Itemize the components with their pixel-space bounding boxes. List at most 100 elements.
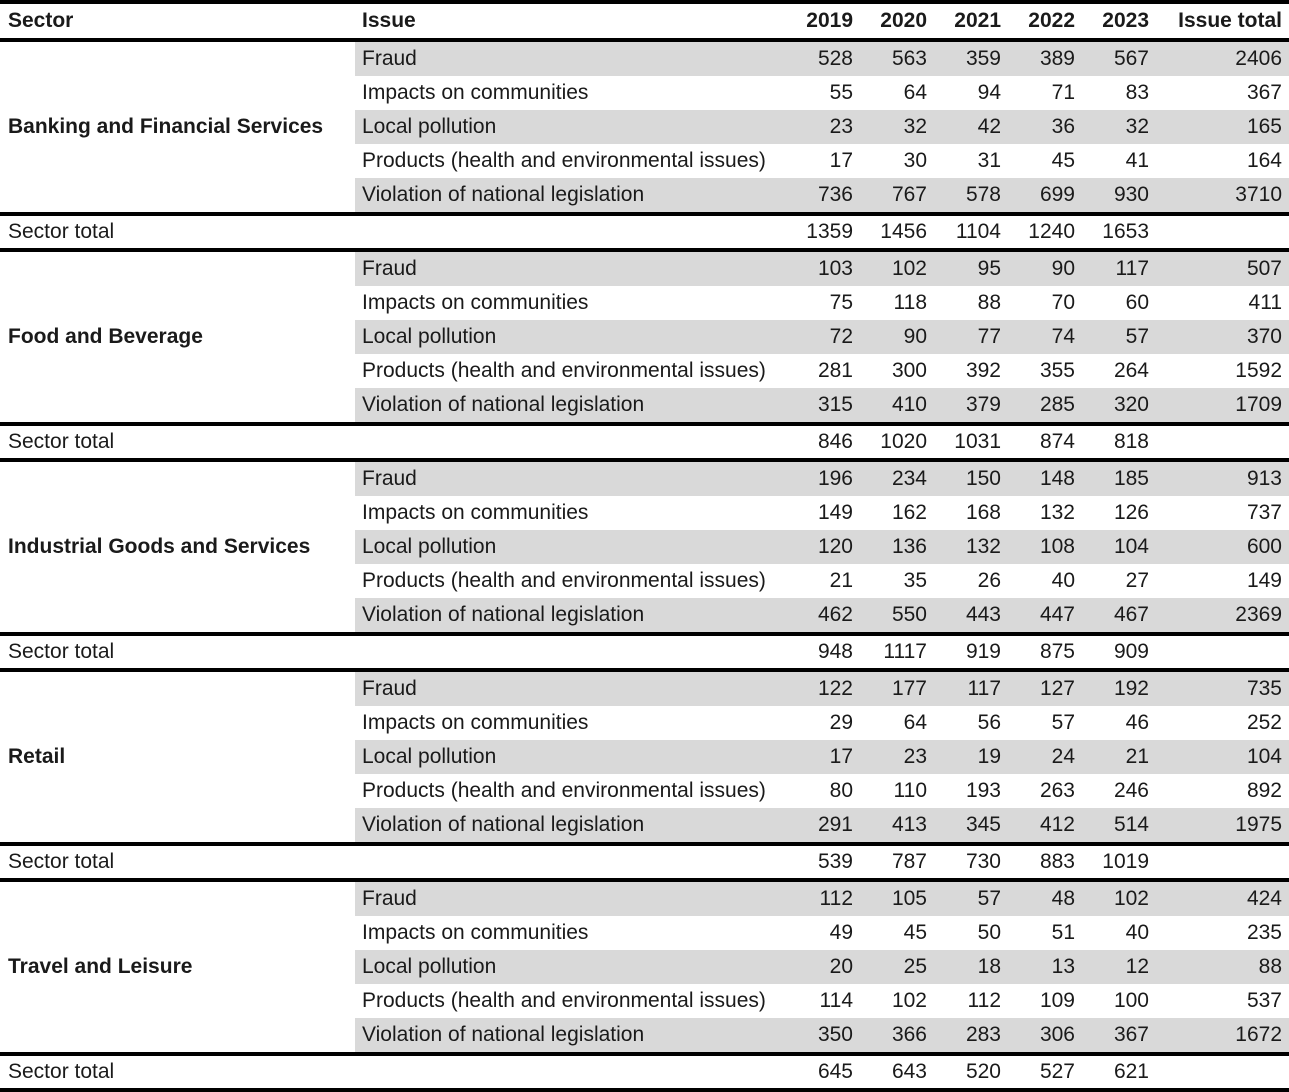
year-value-cell: 359 (933, 40, 1007, 76)
year-value-cell: 447 (1007, 598, 1081, 634)
issue-name-cell: Local pollution (355, 320, 785, 354)
year-value-cell: 149 (817, 501, 853, 524)
year-value-cell: 196 (785, 460, 859, 496)
year-value-cell: 20 (785, 950, 859, 984)
year-value-cell: 117 (1081, 250, 1155, 286)
issue-total-cell: 88 (1155, 950, 1289, 984)
year-value-cell: 74 (1007, 320, 1081, 354)
issue-row: Local pollution 120 136 132 108 104 600 (0, 530, 1289, 564)
sector-total-label: Sector total (8, 850, 115, 873)
issue-row: Violation of national legislation 315 410 3… (0, 388, 1289, 424)
year-value-cell: 192 (1081, 670, 1155, 706)
year-value-cell: 413 (859, 808, 933, 844)
year-value-cell: 103 (785, 250, 859, 286)
year-value-cell: 389 (1007, 40, 1081, 76)
year-value-cell: 392 (965, 359, 1001, 382)
issue-total-cell: 2369 (1155, 598, 1289, 634)
sector-total-value-cell: 1019 (1102, 850, 1149, 873)
year-value-cell: 767 (859, 178, 933, 214)
column-header-issue: Issue (362, 9, 416, 32)
year-value-cell: 148 (1007, 460, 1081, 496)
issue-row: Local pollution 20 25 18 13 12 88 (0, 950, 1289, 984)
issue-row: Products (health and environmental issue… (0, 144, 1289, 178)
issue-row: Local pollution 23 32 42 36 32 165 (0, 110, 1289, 144)
year-value-cell: 55 (829, 81, 853, 104)
year-value-cell: 102 (891, 989, 927, 1012)
sector-total-empty-cell (1155, 1054, 1289, 1090)
issue-name-cell: Violation of national legislation (355, 388, 785, 424)
year-value-cell: 412 (1007, 808, 1081, 844)
year-value-cell: 45 (1051, 149, 1075, 172)
sector-total-value-cell: 1020 (880, 430, 927, 453)
year-value-cell: 80 (829, 779, 853, 802)
issue-name-cell: Local pollution (355, 530, 785, 564)
sector-total-empty-cell (1155, 214, 1289, 250)
year-value-cell: 46 (1125, 711, 1149, 734)
year-value-cell: 71 (1051, 81, 1075, 104)
year-value-cell: 367 (1081, 1018, 1155, 1054)
year-value-cell: 110 (893, 779, 927, 802)
issue-total-cell: 1975 (1155, 808, 1289, 844)
issue-row: Products (health and environmental issue… (0, 984, 1289, 1018)
year-value-cell: 315 (785, 388, 859, 424)
sector-total-value-cell: 787 (891, 850, 927, 873)
year-value-cell: 30 (903, 149, 927, 172)
sector-total-row: Sector total 1359 1456 1104 1240 1653 (0, 214, 1289, 250)
year-value-cell: 350 (785, 1018, 859, 1054)
issue-row: Industrial Goods and Services Fraud 196 234… (0, 460, 1289, 634)
issue-total-cell: 892 (1246, 779, 1282, 802)
year-value-cell: 95 (933, 250, 1007, 286)
issue-row: Products (health and environmental issue… (0, 354, 1289, 388)
year-value-cell: 567 (1081, 40, 1155, 76)
year-value-cell: 18 (933, 950, 1007, 984)
sector-total-value-cell: 875 (1039, 640, 1075, 663)
issue-total-cell: 235 (1246, 921, 1282, 944)
sector-total-label: Sector total (8, 640, 115, 663)
sector-name-cell: Banking and Financial Services (0, 40, 355, 214)
year-value-cell: 177 (859, 670, 933, 706)
issue-row: Retail Fraud 122 177 117 127 192 735 (0, 670, 1289, 844)
issue-total-cell: 1672 (1155, 1018, 1289, 1054)
sector-total-value-cell: 1117 (883, 640, 927, 663)
year-value-cell: 550 (859, 598, 933, 634)
year-value-cell: 26 (977, 569, 1001, 592)
year-value-cell: 40 (1125, 921, 1149, 944)
year-value-cell: 410 (859, 388, 933, 424)
issue-row: Violation of national legislation 291 413 3… (0, 808, 1289, 844)
year-value-cell: 40 (1051, 569, 1075, 592)
issue-name-cell: Impacts on communities (362, 921, 589, 944)
year-value-cell: 12 (1081, 950, 1155, 984)
year-value-cell: 19 (933, 740, 1007, 774)
year-value-cell: 57 (1051, 711, 1075, 734)
issue-row: Impacts on communities 55 64 94 71 83 367 (0, 76, 1289, 110)
year-value-cell: 31 (977, 149, 1001, 172)
year-value-cell: 42 (933, 110, 1007, 144)
issue-total-cell: 2406 (1155, 40, 1289, 76)
year-value-cell: 17 (829, 149, 853, 172)
year-value-cell: 90 (859, 320, 933, 354)
issue-total-cell: 737 (1246, 501, 1282, 524)
column-header-2020: 2020 (880, 9, 927, 32)
issue-name-cell: Violation of national legislation (355, 1018, 785, 1054)
year-value-cell: 100 (1113, 989, 1149, 1012)
year-value-cell: 17 (785, 740, 859, 774)
sector-total-value-cell: 1031 (954, 430, 1001, 453)
year-value-cell: 699 (1007, 178, 1081, 214)
year-value-cell: 443 (933, 598, 1007, 634)
issue-name-cell: Products (health and environmental issue… (362, 569, 766, 592)
issue-total-cell: 537 (1246, 989, 1282, 1012)
year-value-cell: 23 (859, 740, 933, 774)
issue-row: Impacts on communities 29 64 56 57 46 252 (0, 706, 1289, 740)
year-value-cell: 514 (1081, 808, 1155, 844)
column-header-2022: 2022 (1028, 9, 1075, 32)
issue-row: Violation of national legislation 462 550 4… (0, 598, 1289, 634)
year-value-cell: 60 (1125, 291, 1149, 314)
issue-name-cell: Products (health and environmental issue… (362, 149, 766, 172)
issue-row: Violation of national legislation 736 767 5… (0, 178, 1289, 214)
sector-total-value-cell: 874 (1039, 430, 1075, 453)
sector-name-cell: Industrial Goods and Services (0, 460, 355, 634)
issue-row: Violation of national legislation 350 366 2… (0, 1018, 1289, 1054)
year-value-cell: 234 (859, 460, 933, 496)
year-value-cell: 118 (893, 291, 927, 314)
year-value-cell: 21 (829, 569, 853, 592)
